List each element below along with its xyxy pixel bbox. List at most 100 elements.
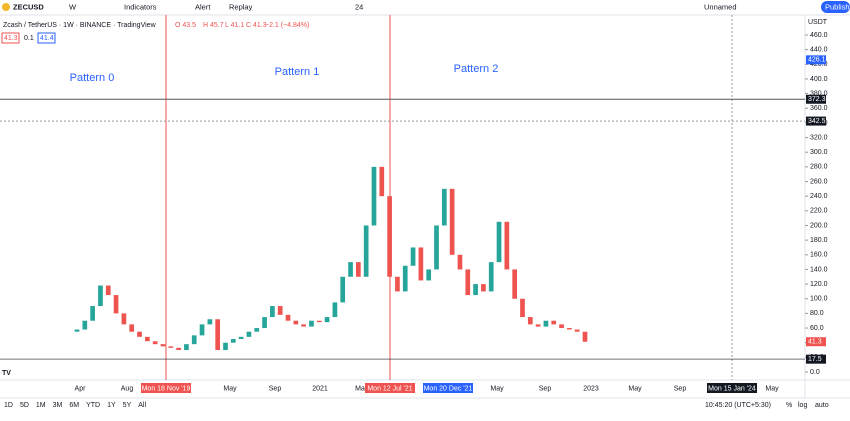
price-label: 41.3: [808, 339, 822, 346]
candle-body: [238, 336, 244, 340]
y-tick-label: 420.0: [810, 61, 828, 68]
legend-high: H 45.7: [203, 22, 224, 29]
range-button[interactable]: 5D: [20, 402, 29, 409]
bid: 41.3: [4, 35, 18, 42]
range-button[interactable]: 1D: [4, 402, 13, 409]
range-button[interactable]: 3M: [53, 402, 63, 409]
tv-logo: TV: [2, 370, 11, 377]
interval[interactable]: W: [69, 2, 77, 11]
candle-body: [481, 284, 486, 292]
candle-body: [74, 329, 80, 332]
candle-body: [105, 285, 111, 296]
y-tick-label: 220.0: [810, 208, 828, 215]
replay-button[interactable]: Replay: [229, 2, 253, 11]
pattern-label: Pattern 0: [70, 72, 115, 84]
price-label-bg: [806, 354, 826, 364]
candle-body: [379, 166, 385, 197]
candle-body: [137, 331, 142, 337]
candle-body: [309, 320, 314, 327]
candle-body: [340, 276, 346, 303]
x-tick-label: Ma: [355, 385, 365, 392]
layout-name[interactable]: Unnamed: [704, 2, 737, 11]
range-button[interactable]: 6M: [69, 402, 79, 409]
symbol[interactable]: ZECUSD: [13, 2, 44, 11]
candle-body: [121, 313, 127, 325]
range-button[interactable]: YTD: [86, 402, 100, 409]
range-button[interactable]: All: [138, 402, 146, 409]
y-tick-label: 380.0: [810, 90, 828, 97]
candle-body: [144, 336, 150, 342]
log-toggle[interactable]: log: [798, 402, 807, 409]
x-tick-label: Mon 20 Dec '21: [424, 385, 473, 392]
range-button[interactable]: 1M: [36, 402, 46, 409]
candle-body: [113, 295, 119, 314]
y-tick-label: 400.0: [810, 76, 828, 83]
time-label-bg: [141, 383, 191, 393]
price-label-bg: [806, 116, 826, 126]
legend-title: Zcash / TetherUS · 1W · BINANCE · Tradin…: [3, 22, 157, 29]
pattern-label: Pattern 1: [275, 66, 320, 78]
candle-body: [82, 320, 88, 330]
price-label-bg: [806, 55, 826, 65]
candle-body: [129, 324, 135, 332]
x-tick-label: 2023: [583, 385, 599, 392]
publish-button-bg[interactable]: [821, 1, 850, 13]
x-tick-label: Sep: [269, 385, 282, 392]
time-label-bg: [423, 383, 473, 393]
x-tick-label: Mon 15 Jan '24: [708, 385, 756, 392]
candle-body: [402, 265, 408, 292]
candle-body: [582, 331, 588, 342]
publish-button[interactable]: Publish: [825, 2, 850, 11]
candle-body: [285, 314, 291, 321]
legend-open: O 43.5: [175, 22, 196, 29]
y-tick-label: 200.0: [810, 222, 828, 229]
candle-body: [168, 346, 174, 348]
toolbar: [0, 0, 850, 15]
x-tick-label: May: [223, 385, 237, 392]
range-button[interactable]: 5Y: [123, 402, 132, 409]
y-tick-label: 440.0: [810, 46, 828, 53]
alert-button[interactable]: Alert: [195, 2, 211, 11]
candle-body: [324, 317, 330, 323]
candle-body: [246, 331, 252, 337]
candle-body: [371, 166, 377, 226]
x-tick-label: Sep: [539, 385, 552, 392]
price-label: 342.5: [808, 118, 826, 125]
candle-body: [395, 276, 400, 292]
candle-body: [254, 328, 260, 332]
spread: 0.1: [24, 35, 34, 42]
candle-body: [410, 247, 416, 266]
candle-body: [191, 335, 197, 345]
candle-body: [90, 306, 95, 321]
y-tick-label: 160.0: [810, 252, 828, 259]
range-button[interactable]: 1Y: [107, 402, 116, 409]
y-tick-label: 120.0: [810, 281, 828, 288]
percent-toggle[interactable]: %: [786, 402, 792, 409]
candle-body: [441, 188, 447, 226]
candle-body: [465, 269, 471, 296]
candle-body: [449, 188, 455, 255]
clock: 10:45:20 (UTC+5:30): [705, 402, 771, 409]
x-tick-label: Aug: [121, 385, 134, 392]
candle-body: [176, 347, 181, 351]
auto-toggle[interactable]: auto: [815, 402, 829, 409]
y-tick-label: 100.0: [810, 296, 828, 303]
candle-body: [301, 324, 306, 327]
indicators-button[interactable]: Indicators: [124, 2, 157, 11]
candle-body: [230, 339, 236, 343]
x-tick-label: Apr: [75, 385, 87, 392]
candle-body: [559, 324, 564, 329]
price-label: 17.5: [808, 356, 822, 363]
time-label-bg: [707, 383, 757, 393]
candle-body: [262, 317, 267, 329]
candle-body: [223, 342, 228, 351]
candle-body: [418, 247, 424, 281]
font-size[interactable]: 24: [355, 2, 363, 11]
candle-body: [574, 329, 580, 332]
y-tick-label: 260.0: [810, 178, 828, 185]
candle-body: [160, 344, 166, 347]
symbol-icon: [2, 3, 10, 11]
price-label: 372.3: [808, 96, 826, 103]
candle-body: [504, 221, 510, 270]
